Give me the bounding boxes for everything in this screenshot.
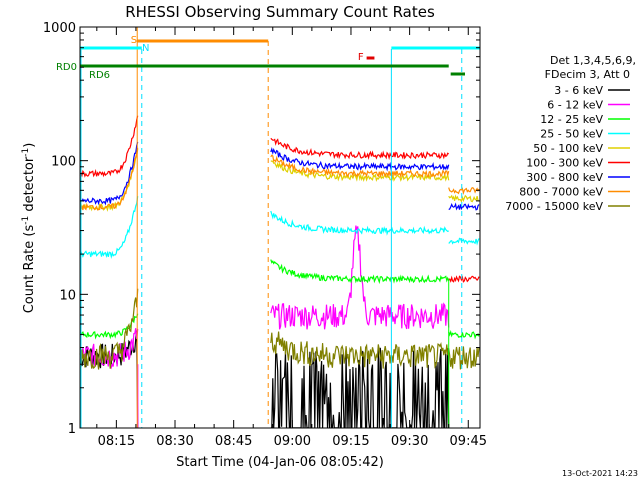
legend-label: 800 - 7000 keV	[519, 186, 603, 199]
series-3-6-kev	[79, 330, 450, 429]
night-flag-label: N	[142, 43, 149, 54]
x-tick-label: 09:30	[391, 434, 428, 449]
series-50-100-kev	[79, 148, 480, 212]
y-axis-ticks: 1 10 100 1000	[43, 21, 480, 437]
legend-label: 300 - 800 keV	[526, 171, 603, 184]
data-layer: SN F RD0 RD6	[56, 27, 480, 429]
series-300-800-kev	[79, 141, 480, 211]
legend-label: 7000 - 15000 keV	[505, 200, 603, 213]
chart-title: RHESSI Observing Summary Count Rates	[125, 3, 435, 21]
legend-label: 3 - 6 keV	[554, 84, 603, 97]
x-tick-label: 09:45	[450, 434, 487, 449]
x-axis-ticks: 08:15 08:30 08:45 09:00 09:15 09:30 09:45	[96, 27, 487, 449]
x-tick-label: 08:30	[156, 434, 193, 449]
legend: Det 1,3,4,5,6,9, FDecim 3, Att 0 3 - 6 k…	[505, 54, 636, 213]
x-axis-label: Start Time (04-Jan-06 08:05:42)	[176, 455, 384, 470]
legend-label: 6 - 12 keV	[547, 99, 603, 112]
y-axis-label: Count Rate (s-1 detector-1)	[21, 143, 37, 314]
series-800-7000-kev	[79, 147, 480, 211]
y-tick-label: 1000	[43, 21, 76, 36]
legend-header-line-1: Det 1,3,4,5,6,9,	[550, 54, 636, 67]
legend-label: 12 - 25 keV	[540, 113, 603, 126]
x-tick-label: 08:15	[98, 434, 135, 449]
y-tick-label: 1	[68, 422, 76, 437]
series-25-50-kev	[79, 196, 480, 259]
legend-label: 100 - 300 keV	[526, 157, 603, 170]
series-7000-15000-kev	[79, 288, 480, 370]
x-tick-label: 09:00	[274, 434, 311, 449]
rd0-flag-label: RD0	[56, 62, 77, 73]
generated-timestamp: 13-Oct-2021 14:23	[562, 469, 638, 478]
series-100-300-kev	[79, 115, 480, 283]
flare-flag-label: F	[358, 52, 364, 63]
y-tick-label: 100	[51, 155, 76, 170]
y-tick-label: 10	[59, 288, 76, 303]
x-tick-label: 08:45	[215, 434, 252, 449]
x-tick-label: 09:15	[332, 434, 369, 449]
legend-header-line-2: FDecim 3, Att 0	[545, 68, 630, 81]
legend-label: 50 - 100 keV	[533, 142, 603, 155]
plot-frame	[79, 26, 481, 429]
rd6-flag-label: RD6	[89, 70, 110, 81]
saa-flag-label: S	[131, 35, 137, 46]
legend-label: 25 - 50 keV	[540, 128, 603, 141]
